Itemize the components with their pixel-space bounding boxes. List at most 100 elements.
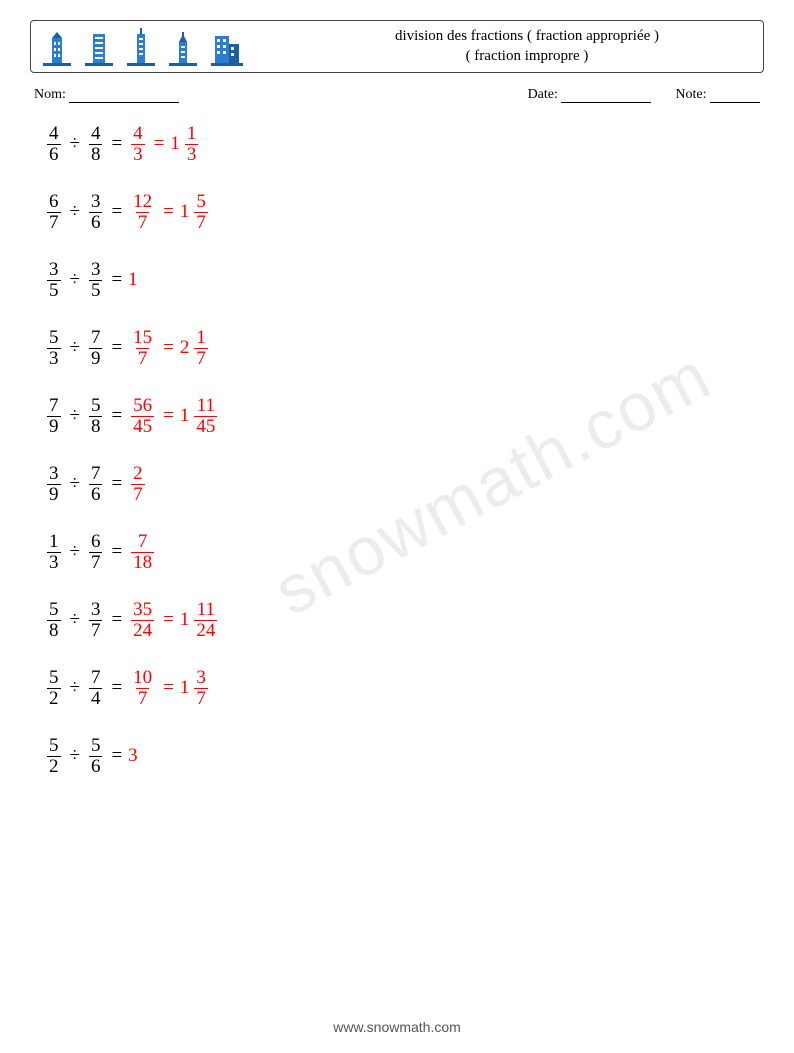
- fraction: 48: [89, 124, 103, 165]
- division-sign: ÷: [70, 473, 80, 495]
- problem-row: 67÷36=127=157: [44, 189, 764, 235]
- numerator: 1: [194, 328, 208, 348]
- denominator: 6: [89, 756, 103, 777]
- numerator: 3: [47, 260, 61, 280]
- building-icon: [169, 32, 197, 66]
- numerator: 5: [89, 396, 103, 416]
- name-label: Nom:: [34, 87, 66, 102]
- denominator: 6: [89, 212, 103, 233]
- denominator: 7: [194, 348, 208, 369]
- equals-sign: =: [163, 337, 174, 359]
- numerator: 11: [195, 396, 217, 416]
- denominator: 9: [89, 348, 103, 369]
- mixed-whole: 1: [180, 677, 190, 699]
- fraction: 1124: [194, 600, 217, 641]
- numerator: 3: [89, 192, 103, 212]
- fraction: 5645: [131, 396, 154, 437]
- answer: 3: [128, 745, 138, 767]
- fraction: 127: [131, 192, 154, 233]
- mixed-number: 157: [180, 192, 211, 233]
- equals-sign: =: [154, 133, 165, 155]
- building-icon: [85, 32, 113, 66]
- answer: 43=113: [128, 124, 201, 165]
- date-field: Date:: [528, 87, 652, 103]
- equals-sign: =: [111, 473, 122, 495]
- denominator: 24: [194, 620, 217, 641]
- fraction: 37: [89, 600, 103, 641]
- denominator: 9: [47, 416, 61, 437]
- answer: 15 7 = 217: [128, 328, 211, 369]
- fraction: 43: [131, 124, 145, 165]
- mixed-whole: 1: [170, 133, 180, 155]
- numerator: 3: [89, 260, 103, 280]
- date-label: Date:: [528, 87, 558, 102]
- fraction: 67: [89, 532, 103, 573]
- denominator: 8: [89, 144, 103, 165]
- numerator: 15: [131, 328, 154, 348]
- problem-row: 79÷58=5645=11145: [44, 393, 764, 439]
- mixed-number: 217: [180, 328, 211, 369]
- note-label: Note:: [675, 87, 706, 102]
- title-line-2: ( fraction impropre ): [303, 47, 751, 67]
- denominator: 45: [131, 416, 154, 437]
- answer: 107=137: [128, 668, 211, 709]
- division-sign: ÷: [70, 201, 80, 223]
- numerator: 5: [47, 600, 61, 620]
- fraction: 107: [131, 668, 154, 709]
- numerator: 3: [47, 464, 61, 484]
- fraction: 52: [47, 736, 61, 777]
- equals-sign: =: [163, 677, 174, 699]
- mixed-number: 113: [170, 124, 201, 165]
- division-sign: ÷: [70, 677, 80, 699]
- fraction: 35: [47, 260, 61, 301]
- mixed-number: 11145: [180, 396, 221, 437]
- fraction: 13: [47, 532, 61, 573]
- fraction: 53: [47, 328, 61, 369]
- problem-row: 52÷56=3: [44, 733, 764, 779]
- answer: 5645=11145: [128, 396, 220, 437]
- building-icon: [127, 28, 155, 66]
- denominator: 7: [194, 212, 208, 233]
- numerator: 3: [89, 600, 103, 620]
- numerator: 7: [89, 668, 103, 688]
- equals-sign: =: [111, 745, 122, 767]
- division-sign: ÷: [70, 745, 80, 767]
- denominator: 7: [47, 212, 61, 233]
- problems-list: 46÷48=43=11367÷36=127=15735÷35=153÷79=15…: [30, 121, 764, 779]
- fraction: 52: [47, 668, 61, 709]
- problem-row: 35÷35=1: [44, 257, 764, 303]
- equals-sign: =: [111, 609, 122, 631]
- fraction: 1145: [194, 396, 217, 437]
- denominator: 3: [131, 144, 145, 165]
- denominator: 3: [185, 144, 199, 165]
- fraction: 27: [131, 464, 145, 505]
- denominator: 9: [47, 484, 61, 505]
- denominator: 7: [194, 688, 208, 709]
- division-sign: ÷: [70, 269, 80, 291]
- numerator: 7: [136, 532, 150, 552]
- numerator: 5: [47, 736, 61, 756]
- date-underline: [561, 88, 651, 103]
- answer: 127=157: [128, 192, 211, 233]
- numerator: 4: [47, 124, 61, 144]
- worksheet-title: division des fractions ( fraction approp…: [243, 27, 751, 66]
- denominator: 7: [89, 552, 103, 573]
- problem-row: 46÷48=43=113: [44, 121, 764, 167]
- numerator: 1: [185, 124, 199, 144]
- numerator: 5: [194, 192, 208, 212]
- denominator: 6: [47, 144, 61, 165]
- numerator: 7: [89, 464, 103, 484]
- title-line-1: division des fractions ( fraction approp…: [303, 27, 751, 47]
- answer: 27: [128, 464, 148, 505]
- page: division des fractions ( fraction approp…: [0, 0, 794, 779]
- answer-integer: 3: [128, 745, 138, 767]
- answer-integer: 1: [128, 269, 138, 291]
- problem-row: 52÷74=107=137: [44, 665, 764, 711]
- building-icon: [43, 32, 71, 66]
- numerator: 7: [47, 396, 61, 416]
- denominator: 5: [89, 280, 103, 301]
- denominator: 7: [131, 484, 145, 505]
- numerator: 35: [131, 600, 154, 620]
- denominator: 7: [136, 688, 150, 709]
- fraction: 56: [89, 736, 103, 777]
